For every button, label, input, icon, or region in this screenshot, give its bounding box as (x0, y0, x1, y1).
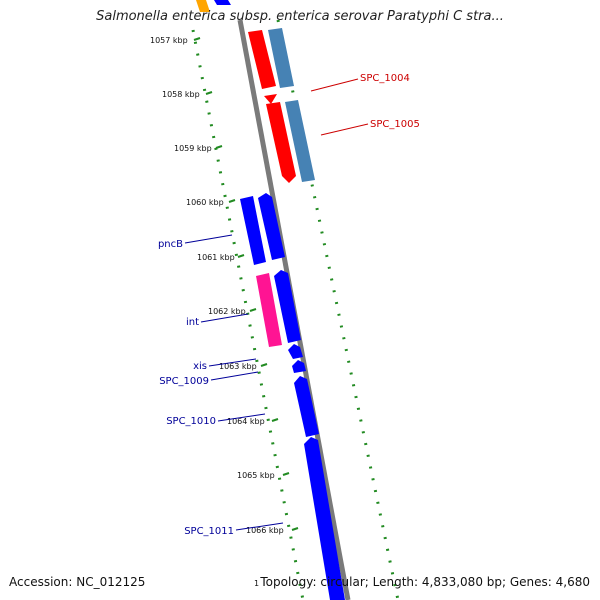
tick-label: 1065 kbp (237, 471, 275, 480)
tick-label: 1062 kbp (208, 307, 246, 316)
gene-spc-1004[interactable] (248, 30, 276, 89)
orange-feature[interactable] (196, 0, 210, 12)
gene-label-pncb[interactable]: pncB (158, 239, 183, 250)
gene-spc-1010[interactable] (294, 376, 319, 437)
gene-label-spc-1011[interactable]: SPC_1011 (184, 526, 234, 537)
gene-spc-1011[interactable] (304, 437, 345, 600)
gene-label-spc-1010[interactable]: SPC_1010 (166, 416, 216, 427)
tick-label: 1057 kbp (150, 36, 188, 45)
tick-label: 1064 kbp (227, 417, 265, 426)
gene-label-spc-1009[interactable]: SPC_1009 (159, 376, 209, 387)
gene-pncb[interactable] (240, 196, 266, 265)
tick-label: 1061 kbp (197, 253, 235, 262)
gene-forward-3[interactable] (274, 270, 301, 343)
gene-xis[interactable] (288, 344, 303, 359)
gene-label-int[interactable]: int (186, 317, 199, 328)
steelblue-feature-2[interactable] (285, 100, 315, 182)
gene-spc-1005[interactable] (266, 102, 296, 183)
gene-small-red[interactable] (264, 94, 277, 104)
tick-label: 1063 kbp (219, 362, 257, 371)
gene-label-spc-1005[interactable]: SPC_1005 (370, 119, 420, 130)
tick-label: 1060 kbp (186, 198, 224, 207)
genome-summary: Topology: circular; Length: 4,833,080 bp… (260, 575, 590, 589)
tick-label: 1059 kbp (174, 144, 212, 153)
map-title: Salmonella enterica subsp. enterica sero… (96, 9, 504, 24)
bottom-tick-label: 1 (254, 579, 259, 588)
gene-label-spc-1004[interactable]: SPC_1004 (360, 73, 410, 84)
gene-int[interactable] (256, 273, 282, 347)
gene-label-xis[interactable]: xis (193, 361, 207, 372)
tick-marks (193, 37, 299, 531)
gene-spc-1009[interactable] (292, 360, 306, 373)
accession-label: Accession: NC_012125 (9, 575, 146, 589)
top-forward-gene[interactable] (214, 0, 231, 5)
gc-track-right (276, 19, 400, 600)
gc-track-left (191, 29, 305, 600)
steelblue-feature-1[interactable] (268, 28, 294, 88)
label-leaders (184, 78, 369, 531)
gene-labels: SPC_1004 SPC_1005 pncB int xis SPC_1009 … (158, 73, 420, 537)
gene-forward-2[interactable] (258, 193, 285, 260)
tick-labels: 1057 kbp 1058 kbp 1059 kbp 1060 kbp 1061… (150, 36, 284, 535)
tick-label: 1058 kbp (162, 90, 200, 99)
tick-label: 1066 kbp (246, 526, 284, 535)
